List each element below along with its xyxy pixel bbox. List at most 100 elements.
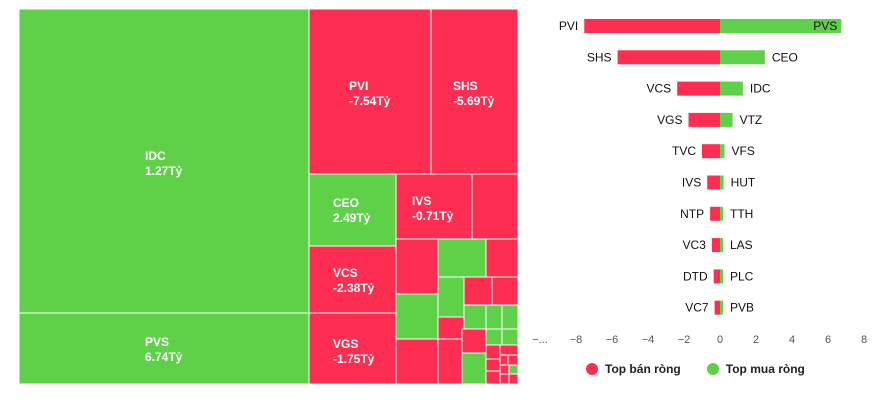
treemap-rect-pvi: [308, 8, 432, 175]
x-tick-label: 4: [789, 334, 795, 346]
treemap-small-cell[interactable]: [463, 304, 487, 330]
treemap-small-cell[interactable]: [461, 352, 487, 385]
treemap-small-cell[interactable]: [461, 328, 487, 354]
treemap-small-cell[interactable]: [485, 328, 503, 346]
bar-sell-vgs[interactable]: [688, 112, 721, 127]
treemap-small-cell[interactable]: [508, 364, 519, 375]
treemap-small-cell[interactable]: [501, 328, 519, 346]
x-tick-label: −4: [642, 334, 655, 346]
treemap-small-cell[interactable]: [395, 293, 439, 340]
bar-buy-plc[interactable]: [720, 269, 723, 284]
treemap-small-cell[interactable]: [499, 373, 510, 385]
bar-label-buy-las: LAS: [730, 238, 753, 252]
treemap-small-cell[interactable]: [485, 238, 519, 278]
bar-buy-vfs[interactable]: [720, 144, 725, 159]
treemap-small-cell[interactable]: [499, 354, 509, 366]
treemap-small-cell[interactable]: [508, 373, 519, 385]
bar-label-sell-ntp: NTP: [680, 207, 704, 221]
treemap-small-cell[interactable]: [501, 304, 519, 330]
treemap-small-cell[interactable]: [485, 358, 501, 372]
treemap-cell-vcs[interactable]: VCS-2.38Tỷ: [308, 245, 397, 314]
bar-buy-pvb[interactable]: [720, 300, 723, 315]
x-tick-label: 2: [753, 334, 759, 346]
bar-buy-las[interactable]: [720, 238, 723, 253]
treemap-small-cell[interactable]: [499, 364, 510, 375]
legend-item-sell[interactable]: Top bán ròng: [586, 362, 681, 376]
treemap-small-cell[interactable]: [395, 238, 439, 295]
bar-label-buy-tth: TTH: [730, 207, 753, 221]
bar-sell-ntp[interactable]: [710, 206, 720, 221]
treemap-cell-vgs[interactable]: VGS-1.75Tỷ: [308, 312, 397, 385]
x-tick-label: −8: [570, 334, 583, 346]
treemap-small-cell[interactable]: [491, 276, 519, 306]
legend-dot-sell: [586, 363, 598, 375]
bar-sell-vc3[interactable]: [711, 238, 720, 253]
bar-label-sell-pvi: PVI: [559, 19, 578, 33]
bar-label-sell-vgs: VGS: [657, 113, 682, 127]
bar-sell-ivs[interactable]: [707, 175, 720, 190]
bar-label-sell-vc7: VC7: [685, 301, 709, 315]
treemap-ticker-vcs: VCS: [333, 266, 358, 280]
treemap-rect-vgs: [308, 312, 397, 385]
treemap-rect-vcs: [308, 245, 397, 314]
bar-sell-pvi[interactable]: [584, 19, 720, 33]
bar-buy-pvs[interactable]: [720, 19, 842, 33]
treemap-value-ivs: -0.71Tỷ: [412, 209, 454, 223]
bar-label-sell-vc3: VC3: [683, 238, 707, 252]
treemap-ticker-ceo: CEO: [333, 196, 359, 210]
treemap-small-cell[interactable]: [437, 276, 465, 318]
net-trade-bar-chart: PVI SHS VCS VGS TVC IVS NTP VC3 DTD VC7 PVS CEO IDC V…: [532, 19, 867, 346]
treemap-small-cell[interactable]: [395, 338, 439, 385]
x-tick-label: −2: [678, 334, 691, 346]
x-tick-label: 8: [861, 334, 867, 346]
treemap-ticker-vgs: VGS: [333, 337, 358, 351]
bar-sell-tvc[interactable]: [702, 144, 720, 159]
x-tick-label: 6: [825, 334, 831, 346]
bar-buy-vtz[interactable]: [720, 112, 733, 127]
treemap-ticker-pvi: PVI: [349, 79, 368, 93]
treemap-small-cell[interactable]: [471, 173, 519, 240]
bar-label-sell-dtd: DTD: [683, 269, 708, 283]
treemap-ticker-ivs: IVS: [412, 194, 431, 208]
bar-sell-vcs[interactable]: [677, 81, 720, 96]
legend-item-buy[interactable]: Top mua ròng: [706, 362, 805, 376]
treemap-rect-ceo: [308, 173, 397, 247]
treemap-small-cell[interactable]: [437, 238, 487, 278]
treemap-value-pvs: 6.74Tỷ: [145, 350, 183, 364]
treemap-rect-shs: [430, 8, 519, 175]
bar-buy-hut[interactable]: [720, 175, 724, 190]
bar-buy-tth[interactable]: [720, 206, 723, 221]
bar-sell-dtd[interactable]: [713, 269, 720, 284]
treemap-value-vcs: -2.38Tỷ: [333, 281, 375, 295]
bar-label-buy-idc: IDC: [750, 82, 771, 96]
treemap-small-cell[interactable]: [437, 338, 463, 385]
treemap-cell-ivs[interactable]: IVS-0.71Tỷ: [395, 173, 473, 240]
treemap-small-cell[interactable]: [507, 354, 519, 366]
treemap-small-cell[interactable]: [437, 316, 465, 340]
legend-label-sell: Top bán ròng: [605, 362, 681, 376]
treemap-value-shs: -5.69Tỷ: [453, 94, 495, 108]
treemap-ticker-idc: IDC: [145, 149, 166, 163]
treemap-small-cell[interactable]: [485, 344, 501, 360]
bar-label-sell-ivs: IVS: [682, 176, 701, 190]
x-tick-label: −6: [606, 334, 619, 346]
bar-sell-vc7[interactable]: [714, 300, 720, 315]
x-tick-label: −...: [532, 334, 548, 346]
treemap-ticker-pvs: PVS: [145, 335, 169, 349]
treemap-small-cell[interactable]: [463, 276, 493, 306]
bar-buy-ceo[interactable]: [720, 50, 765, 65]
bar-label-buy-vtz: VTZ: [740, 113, 763, 127]
bar-label-buy-plc: PLC: [730, 269, 754, 283]
chart-legend: Top bán ròng Top mua ròng: [586, 362, 805, 376]
treemap-cell-pvi[interactable]: PVI-7.54Tỷ: [308, 8, 432, 175]
treemap-small-cell[interactable]: [485, 304, 503, 330]
bar-buy-idc[interactable]: [720, 81, 743, 96]
treemap-small-cell[interactable]: [485, 370, 501, 385]
bar-label-buy-ceo: CEO: [772, 50, 798, 64]
treemap-cell-shs[interactable]: SHS-5.69Tỷ: [430, 8, 519, 175]
bar-sell-shs[interactable]: [617, 50, 720, 65]
treemap-small-cell[interactable]: [499, 344, 519, 356]
